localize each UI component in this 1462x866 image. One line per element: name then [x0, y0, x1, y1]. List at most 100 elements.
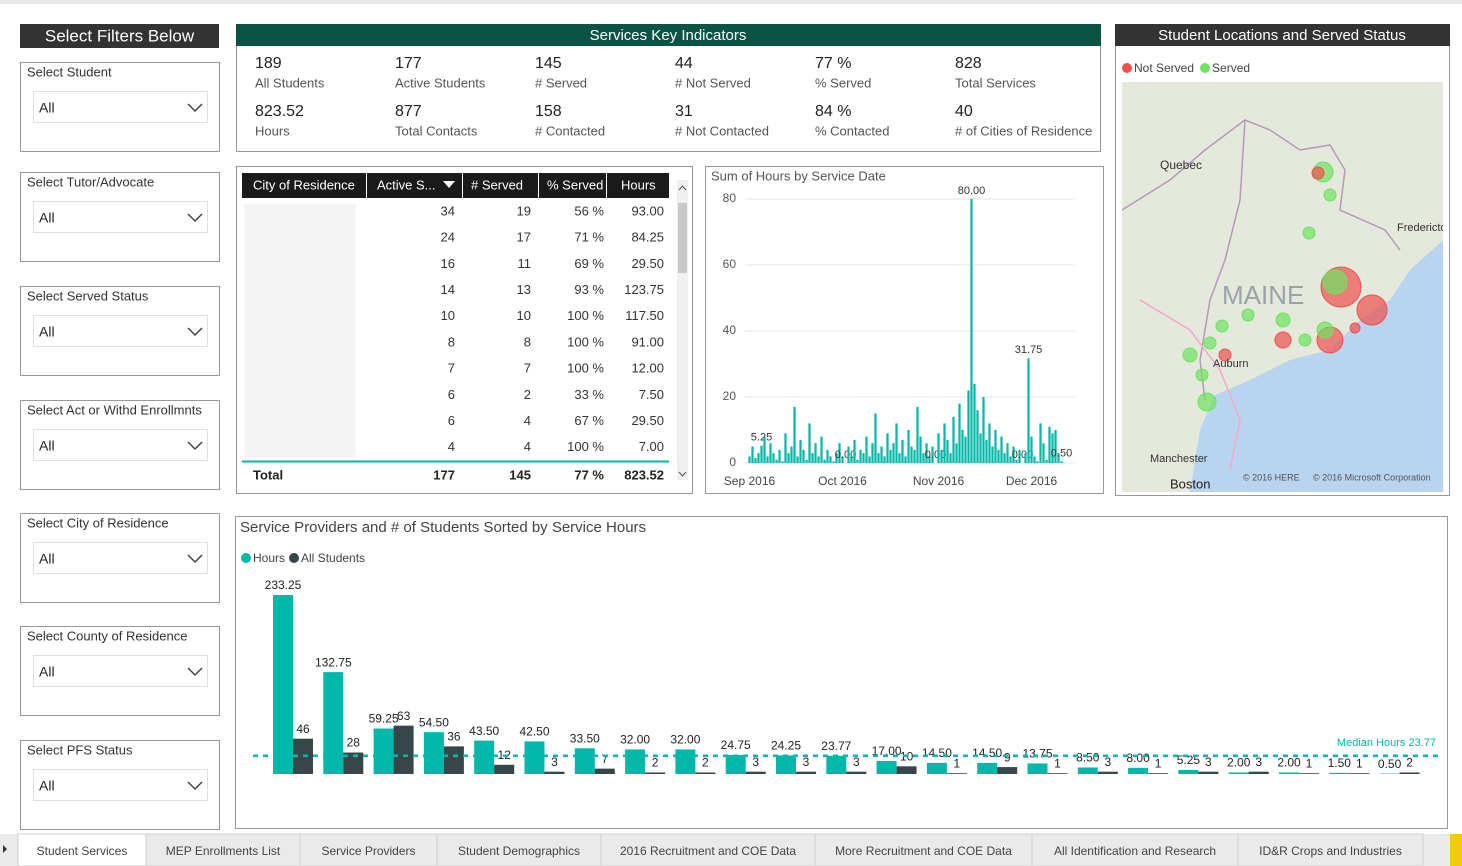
tab-scroll[interactable] [3, 845, 7, 853]
tab-label: MEP Enrollments List [166, 844, 281, 858]
tab[interactable] [436, 833, 602, 866]
map-point[interactable] [1302, 226, 1316, 240]
bar [776, 755, 796, 774]
filter-dropdown[interactable] [33, 542, 208, 574]
tab[interactable] [145, 833, 301, 866]
map-point[interactable] [1203, 336, 1217, 350]
bar [880, 446, 883, 463]
bar [910, 446, 913, 463]
bar [829, 456, 832, 463]
filter-dropdown[interactable] [33, 201, 208, 233]
bar [1047, 773, 1068, 774]
tab-label: All Identification and Research [1054, 844, 1216, 858]
bar [931, 446, 934, 463]
bar [1036, 461, 1039, 463]
median-label: Median Hours 23.77 [1337, 737, 1436, 749]
map-point[interactable] [1322, 269, 1348, 295]
y-tick-label: 20 [723, 389, 737, 403]
map-point[interactable] [1316, 321, 1334, 339]
bar [1042, 443, 1045, 463]
map-point[interactable] [1274, 331, 1292, 349]
map-point[interactable] [1323, 188, 1337, 202]
data-label: 14.50 [922, 746, 952, 760]
bar [1027, 763, 1048, 774]
scroll-down[interactable] [678, 471, 687, 477]
map-point[interactable] [1195, 368, 1209, 382]
map-point[interactable] [1182, 347, 1198, 363]
table-cell: 6 [448, 387, 455, 402]
filter-dropdown[interactable] [33, 769, 208, 801]
bar [901, 439, 904, 463]
bar [926, 762, 947, 774]
tab[interactable] [1237, 833, 1424, 866]
map-point[interactable] [1197, 392, 1217, 412]
map-point[interactable] [1215, 319, 1229, 333]
table-cell: 93 % [574, 282, 604, 297]
table-cell: 69 % [574, 256, 604, 271]
map-border [1122, 119, 1401, 251]
tab-overflow[interactable] [1450, 834, 1462, 866]
map-road [1139, 299, 1241, 471]
table-header-cell: City of Residence [253, 177, 355, 192]
table-total-cell: Total [253, 467, 283, 482]
data-label: 32.00 [670, 733, 700, 747]
table-cell: 100 % [567, 439, 604, 454]
filters-header [20, 24, 219, 48]
tab[interactable] [299, 833, 438, 866]
bar [787, 453, 790, 463]
tab[interactable] [600, 833, 816, 866]
bar [832, 461, 835, 463]
map-point[interactable] [1349, 322, 1361, 334]
bar [841, 456, 844, 463]
data-label: 3 [752, 755, 759, 769]
scroll-thumb[interactable] [678, 203, 687, 273]
filter-dropdown[interactable] [33, 429, 208, 461]
y-tick-label: 80 [723, 191, 737, 205]
map[interactable]: Quebec Fredericton MAINE Auburn Manchester Bo… [1122, 82, 1453, 492]
map-point[interactable] [1356, 294, 1388, 326]
y-tick-label: 40 [723, 323, 737, 337]
bar [1198, 771, 1219, 774]
table-cell: 56 % [574, 203, 604, 218]
bar [952, 416, 955, 463]
filter-dropdown[interactable] [33, 655, 208, 687]
scrollbar[interactable] [677, 180, 688, 480]
median-value: 23.77 [1408, 737, 1436, 749]
bar [823, 459, 826, 463]
map-point[interactable] [1298, 333, 1312, 347]
table-cell: 8 [448, 334, 455, 349]
map-point[interactable] [1218, 348, 1232, 362]
map-water [1190, 240, 1443, 492]
bar [1024, 453, 1027, 463]
data-label: 43.50 [469, 724, 499, 738]
table-cell: 71 % [574, 230, 604, 245]
data-label: 7 [601, 752, 608, 766]
scroll-up[interactable] [678, 185, 687, 191]
map-place: Manchester [1150, 453, 1208, 465]
bar [799, 439, 802, 463]
filter-dropdown[interactable] [33, 315, 208, 347]
bar [802, 449, 805, 463]
map-point[interactable] [1311, 166, 1325, 180]
bar [883, 456, 886, 463]
map-point[interactable] [1275, 312, 1291, 328]
table-cell: 19 [517, 203, 531, 218]
kpi-value: 828 [955, 55, 982, 72]
tab[interactable] [814, 833, 1033, 866]
kpi-label: Total Contacts [395, 123, 478, 138]
data-label: 32.00 [620, 733, 650, 747]
kpi-header [236, 24, 1101, 46]
bar [273, 595, 293, 774]
bar [928, 456, 931, 463]
data-label: 132.75 [315, 655, 352, 669]
map-point[interactable] [1241, 308, 1255, 322]
filter-label: Select PFS Status [27, 742, 133, 757]
tab-label: More Recruitment and COE Data [835, 844, 1012, 858]
table-cell: 117.50 [625, 308, 664, 323]
table-cell: 33 % [574, 387, 604, 402]
bar [946, 773, 967, 774]
bar [1060, 461, 1063, 463]
filter-dropdown[interactable] [33, 91, 208, 123]
legend-marker [241, 553, 251, 563]
